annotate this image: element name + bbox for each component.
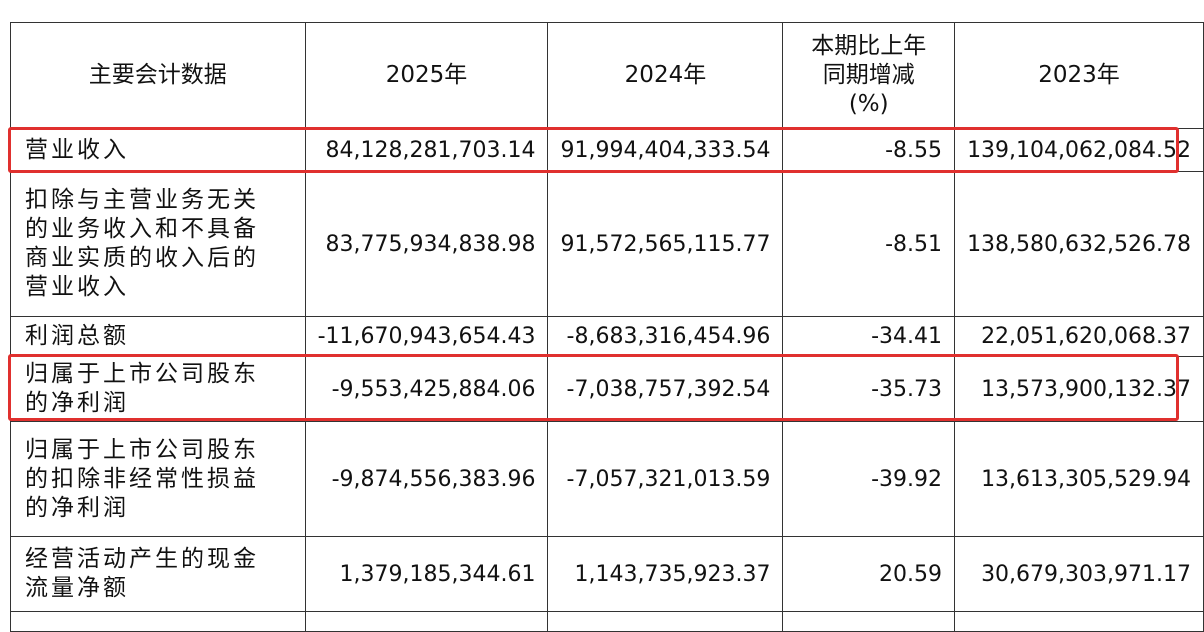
header-cell: 本期比上年同期增减 (%) <box>782 22 956 129</box>
data-row: 归属于上市公司股东 的扣除非经常性损益 的净利润 -9,874,556,383.96-… <box>10 421 1204 537</box>
text-line: 营业收入 <box>25 274 129 300</box>
table-body: 主要会计数据 2025年 2024年 本期比上年同期增减 (%) 2023年营业收入 84,… <box>10 22 1204 632</box>
value-cell: 13,573,900,132.37 <box>954 356 1204 422</box>
empty-cell <box>782 611 956 632</box>
text-line: 主要会计数据 <box>88 62 227 88</box>
text-line: 归属于上市公司股东 <box>25 436 259 463</box>
data-row: 扣除与主营业务无关 的业务收入和不具备 商业实质的收入后的 营业收入 83,775,93… <box>10 171 1204 317</box>
highlight-box <box>8 127 1179 173</box>
header-cell: 2024年 <box>547 22 784 129</box>
text-line: 流量净额 <box>25 575 129 601</box>
text-line: 2024年 <box>624 62 707 88</box>
empty-cell <box>10 611 306 632</box>
row-label: 利润总额 <box>10 316 306 357</box>
value-cell: 91,572,565,115.77 <box>547 171 784 317</box>
value-cell: 138,580,632,526.78 <box>954 171 1204 317</box>
value-cell: 22,051,620,068.37 <box>954 316 1204 357</box>
data-row: 经营活动产生的现金 流量净额 1,379,185,344.61 1,143,735,9… <box>10 536 1204 612</box>
header-cell: 2023年 <box>954 22 1204 129</box>
row-label: 经营活动产生的现金 流量净额 <box>10 536 306 612</box>
value-cell: -7,038,757,392.54 <box>547 356 784 422</box>
value-cell: 30,679,303,971.17 <box>954 536 1204 612</box>
text-line: 扣除与主营业务无关 <box>25 187 259 213</box>
value-cell: -9,874,556,383.96 <box>304 421 549 537</box>
value-cell: -8,683,316,454.96 <box>547 316 784 357</box>
value-cell: 20.59 <box>782 536 956 612</box>
value-cell: -35.73 <box>782 356 956 422</box>
empty-cell <box>954 611 1204 632</box>
partial-row <box>10 611 1204 632</box>
row-label: 营业收入 <box>10 128 306 172</box>
text-line: 营业收入 <box>25 136 129 163</box>
value-cell: 13,613,305,529.94 <box>954 421 1204 537</box>
value-cell: -9,553,425,884.06 <box>304 356 549 422</box>
text-line: 同期增减 <box>822 62 915 88</box>
value-cell: -39.92 <box>782 421 956 537</box>
financial-table: 主要会计数据 2025年 2024年 本期比上年同期增减 (%) 2023年营业收入 84,… <box>10 22 1204 632</box>
highlight-box <box>8 354 1179 421</box>
empty-cell <box>547 611 784 632</box>
value-cell: 84,128,281,703.14 <box>304 128 549 172</box>
value-cell: 1,143,735,923.37 <box>547 536 784 612</box>
value-cell: -11,670,943,654.43 <box>304 316 549 357</box>
text-line: 利润总额 <box>25 323 129 349</box>
header-row: 主要会计数据 2025年 2024年 本期比上年同期增减 (%) 2023年 <box>10 22 1204 129</box>
row-label: 归属于上市公司股东 的扣除非经常性损益 的净利润 <box>10 421 306 537</box>
value-cell: -34.41 <box>782 316 956 357</box>
text-line: 的扣除非经常性损益 <box>25 465 259 492</box>
text-line: 本期比上年 <box>811 33 927 59</box>
text-line: 归属于上市公司股东 <box>25 361 259 387</box>
value-cell: 91,994,404,333.54 <box>547 128 784 172</box>
data-row: 归属于上市公司股东 的净利润 -9,553,425,884.06 -7,038,757… <box>10 356 1204 422</box>
empty-cell <box>304 611 549 632</box>
text-line: 2025年 <box>385 62 468 88</box>
header-cell: 主要会计数据 <box>10 22 306 129</box>
value-cell: 1,379,185,344.61 <box>304 536 549 612</box>
text-line: 2023年 <box>1038 62 1120 88</box>
value-cell: -8.51 <box>782 171 956 317</box>
text-line: 的净利润 <box>25 494 129 521</box>
text-line: 的净利润 <box>25 390 129 416</box>
data-row: 利润总额 -11,670,943,654.43 -8,683,316,454.96-… <box>10 316 1204 357</box>
row-label: 扣除与主营业务无关 的业务收入和不具备 商业实质的收入后的 营业收入 <box>10 171 306 317</box>
text-line: 商业实质的收入后的 <box>25 245 259 271</box>
text-line: 经营活动产生的现金 <box>25 546 259 572</box>
header-cell: 2025年 <box>304 22 549 129</box>
value-cell: -7,057,321,013.59 <box>547 421 784 537</box>
value-cell: 83,775,934,838.98 <box>304 171 549 317</box>
text-line: 的业务收入和不具备 <box>25 216 259 242</box>
text-line: (%) <box>848 91 889 117</box>
